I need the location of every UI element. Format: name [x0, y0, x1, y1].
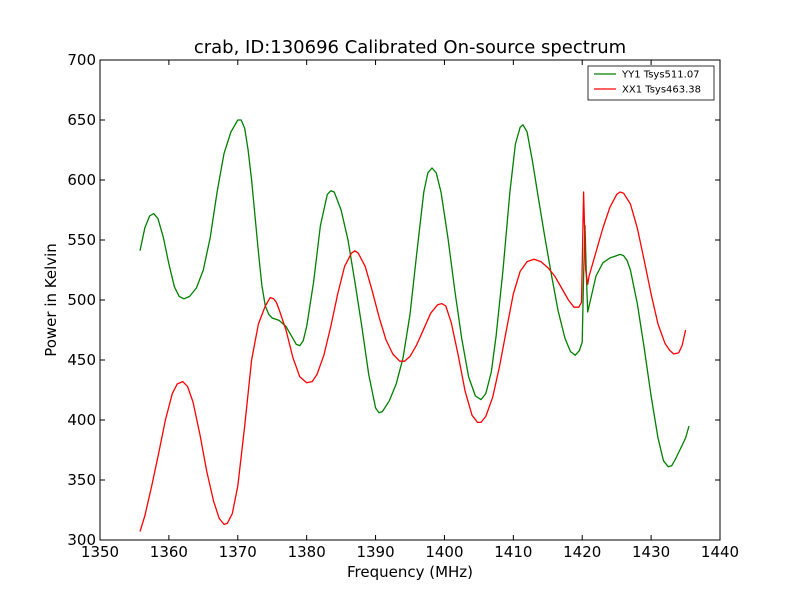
series-line-xx1: [139, 191, 687, 532]
plot-frame: [99, 59, 721, 541]
chart-title: crab, ID:130696 Calibrated On-source spe…: [194, 37, 626, 58]
y-tick-label: 600: [67, 171, 96, 189]
x-tick-label: 1440: [701, 543, 739, 561]
y-tick-label: 300: [67, 531, 96, 549]
series-line-yy1: [139, 119, 690, 468]
legend-box: [587, 65, 715, 101]
x-tick-label: 1370: [219, 543, 257, 561]
legend: YY1 Tsys511.07 XX1 Tsys463.38: [587, 65, 715, 101]
y-tick-label: 550: [67, 231, 96, 249]
y-tick-label: 400: [67, 411, 96, 429]
legend-label-xx1: XX1 Tsys463.38: [622, 85, 701, 96]
y-tick-label: 700: [67, 51, 96, 69]
x-tick-label: 1420: [563, 543, 601, 561]
y-tick-label: 350: [67, 471, 96, 489]
y-tick-label: 450: [67, 351, 96, 369]
x-tick-label: 1410: [494, 543, 532, 561]
plot-area: [100, 60, 720, 540]
x-tick-label: 1430: [632, 543, 670, 561]
x-tick-label: 1400: [425, 543, 463, 561]
legend-label-yy1: YY1 Tsys511.07: [621, 70, 700, 81]
x-tick-label: 1360: [150, 543, 188, 561]
x-tick-label: 1350: [81, 543, 119, 561]
y-tick-label: 650: [67, 111, 96, 129]
x-axis-label: Frequency (MHz): [347, 563, 473, 581]
series-layer: [139, 119, 690, 532]
y-tick-label: 500: [67, 291, 96, 309]
x-tick-label: 1390: [356, 543, 394, 561]
y-axis-label: Power in Kelvin: [42, 243, 60, 357]
ticks-layer: 1350 1360 1370 1380 1390 1400 1410 1420 1430 1440…: [67, 51, 739, 561]
x-tick-label: 1380: [288, 543, 326, 561]
